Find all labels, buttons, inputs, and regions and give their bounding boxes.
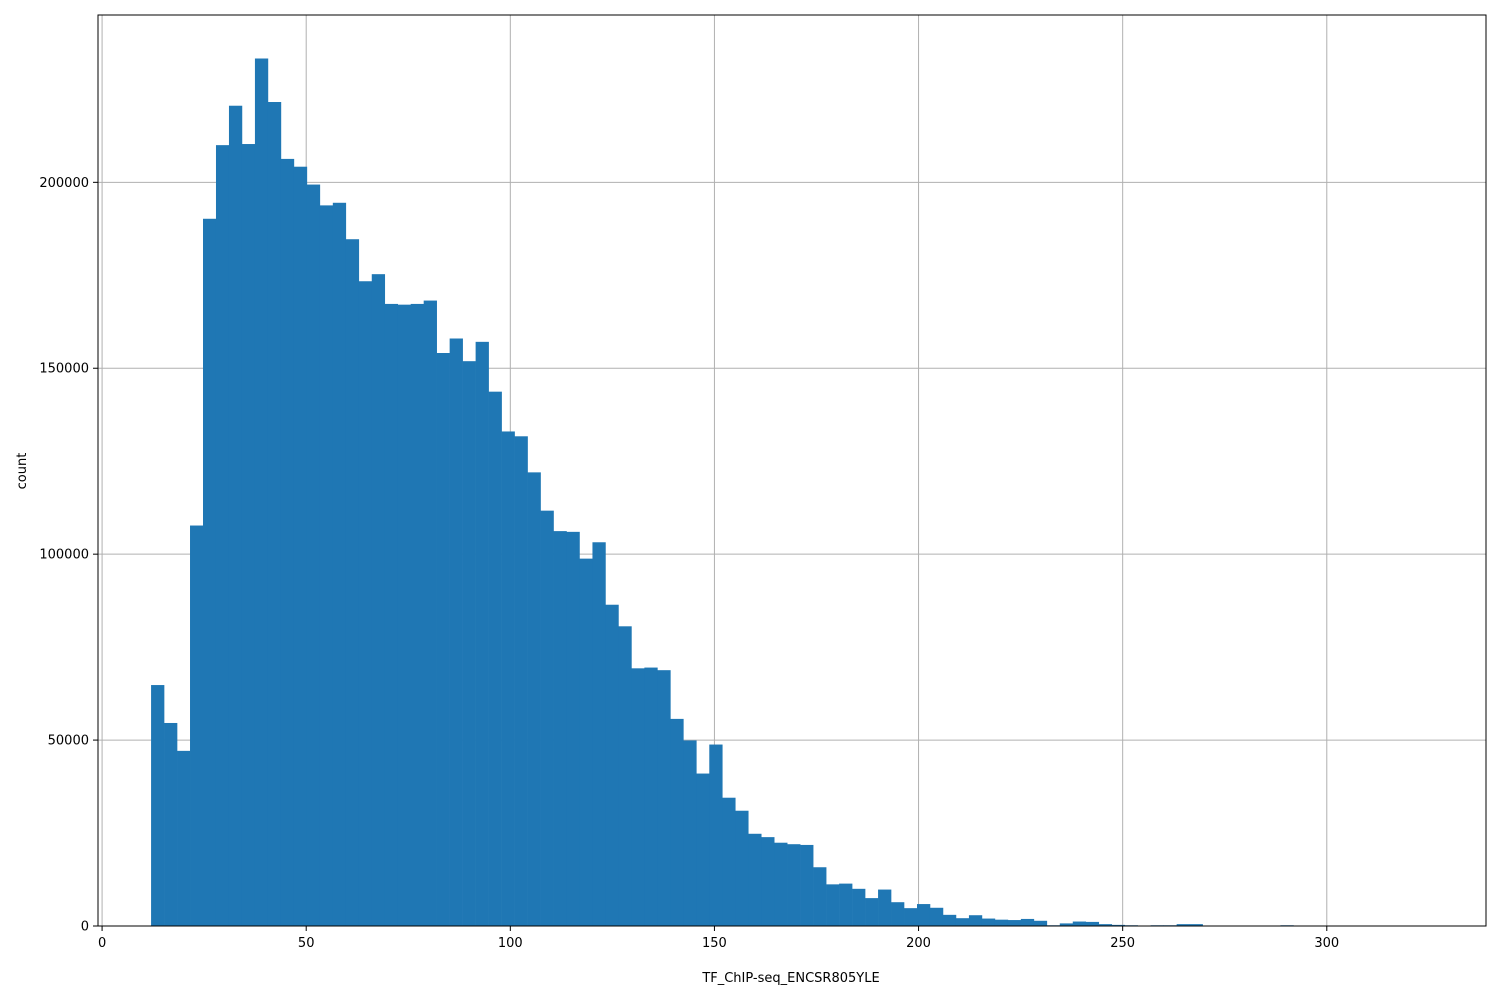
histogram-bar bbox=[228, 105, 243, 927]
histogram-bar bbox=[631, 668, 645, 926]
histogram-bar bbox=[410, 303, 424, 926]
histogram-bar bbox=[177, 750, 191, 926]
histogram-bar bbox=[670, 718, 684, 926]
histogram-bar bbox=[865, 898, 879, 926]
histogram-bar bbox=[151, 685, 165, 926]
histogram-bar bbox=[501, 431, 515, 926]
histogram-bar bbox=[190, 525, 204, 926]
histogram-bar bbox=[215, 145, 230, 926]
histogram-bar bbox=[1007, 920, 1022, 926]
histogram-bar bbox=[332, 202, 347, 926]
histogram-bar bbox=[891, 902, 905, 926]
histogram-bar bbox=[748, 833, 762, 926]
histogram-bar bbox=[203, 218, 217, 926]
histogram-bar bbox=[397, 304, 412, 926]
histogram-bar bbox=[1111, 924, 1126, 926]
x-tick-label: 50 bbox=[298, 936, 315, 951]
histogram-bar bbox=[618, 626, 632, 926]
histogram-bars bbox=[151, 58, 1307, 927]
histogram-bar bbox=[540, 510, 554, 926]
histogram-bar bbox=[929, 907, 944, 926]
histogram-bar bbox=[371, 274, 386, 926]
histogram-bar bbox=[241, 144, 256, 926]
histogram-bar bbox=[254, 58, 269, 926]
histogram-bar bbox=[462, 361, 476, 926]
histogram-bar bbox=[904, 908, 918, 926]
histogram-bar bbox=[345, 239, 360, 927]
histogram-bar bbox=[696, 773, 710, 926]
y-axis-ticks: 0 50000 100000 150000 200000 bbox=[39, 176, 98, 935]
histogram-bar bbox=[488, 391, 502, 926]
histogram-bar bbox=[942, 914, 957, 926]
histogram-bar bbox=[994, 919, 1009, 926]
histogram-bar bbox=[981, 918, 996, 926]
histogram-bar bbox=[358, 281, 373, 926]
histogram-bar bbox=[164, 722, 178, 926]
histogram-bar bbox=[722, 797, 736, 926]
x-tick-label: 150 bbox=[702, 936, 727, 951]
histogram-bar bbox=[826, 884, 840, 926]
histogram-bar bbox=[475, 341, 489, 927]
histogram-bar bbox=[761, 837, 775, 926]
histogram-bar bbox=[657, 670, 671, 926]
histogram-bar bbox=[449, 338, 463, 926]
histogram-bar bbox=[423, 300, 437, 926]
histogram-bar bbox=[293, 166, 308, 926]
histogram-bar bbox=[813, 867, 827, 926]
histogram-bar bbox=[644, 667, 658, 926]
histogram-bar bbox=[1072, 921, 1087, 926]
histogram-bar bbox=[955, 918, 970, 926]
histogram-bar bbox=[579, 558, 593, 926]
histogram-bar bbox=[605, 604, 619, 926]
x-axis-label: TF_ChIP-seq_ENCSR805YLE bbox=[701, 971, 879, 986]
histogram-bar bbox=[566, 531, 580, 926]
histogram-bar bbox=[1020, 918, 1035, 926]
histogram-bar bbox=[800, 844, 814, 926]
y-tick-label: 0 bbox=[81, 920, 89, 935]
x-axis-ticks: 0 50 100 150 200 250 300 bbox=[98, 926, 1339, 951]
y-tick-label: 100000 bbox=[39, 548, 89, 563]
histogram-bar bbox=[1098, 924, 1113, 926]
plot-frame bbox=[97, 14, 1487, 927]
histogram-bar bbox=[306, 184, 321, 926]
histogram-bar bbox=[267, 102, 282, 926]
histogram-bar bbox=[787, 844, 801, 926]
histogram-bar bbox=[735, 810, 749, 926]
histogram-bar bbox=[917, 904, 931, 926]
histogram-bar bbox=[852, 888, 866, 926]
histogram-bar bbox=[1059, 923, 1074, 926]
x-tick-label: 250 bbox=[1110, 936, 1135, 951]
histogram-bar bbox=[683, 740, 697, 926]
histogram-bar bbox=[527, 472, 541, 926]
histogram-bar bbox=[839, 883, 853, 926]
histogram-bar bbox=[1176, 924, 1190, 926]
histogram-bar bbox=[280, 158, 295, 926]
histogram-bar bbox=[1033, 920, 1048, 926]
histogram-bar bbox=[319, 205, 334, 926]
x-tick-label: 0 bbox=[98, 936, 106, 951]
histogram-bar bbox=[774, 842, 788, 926]
histogram-bar bbox=[553, 531, 567, 926]
x-tick-label: 100 bbox=[498, 936, 523, 951]
y-tick-label: 150000 bbox=[39, 362, 89, 377]
histogram-bar bbox=[592, 542, 606, 926]
y-axis-label: count bbox=[15, 453, 30, 490]
x-tick-label: 200 bbox=[906, 936, 931, 951]
histogram-bar bbox=[1189, 924, 1203, 926]
histogram-bar bbox=[968, 915, 983, 926]
y-tick-label: 50000 bbox=[48, 734, 89, 749]
histogram-bar bbox=[514, 436, 528, 926]
x-tick-label: 300 bbox=[1314, 936, 1339, 951]
histogram-bar bbox=[878, 889, 892, 926]
histogram-bar bbox=[436, 353, 450, 926]
histogram-bar bbox=[709, 744, 723, 926]
histogram-bar bbox=[1085, 921, 1100, 926]
histogram-bar bbox=[384, 303, 399, 926]
y-tick-label: 200000 bbox=[39, 176, 89, 191]
